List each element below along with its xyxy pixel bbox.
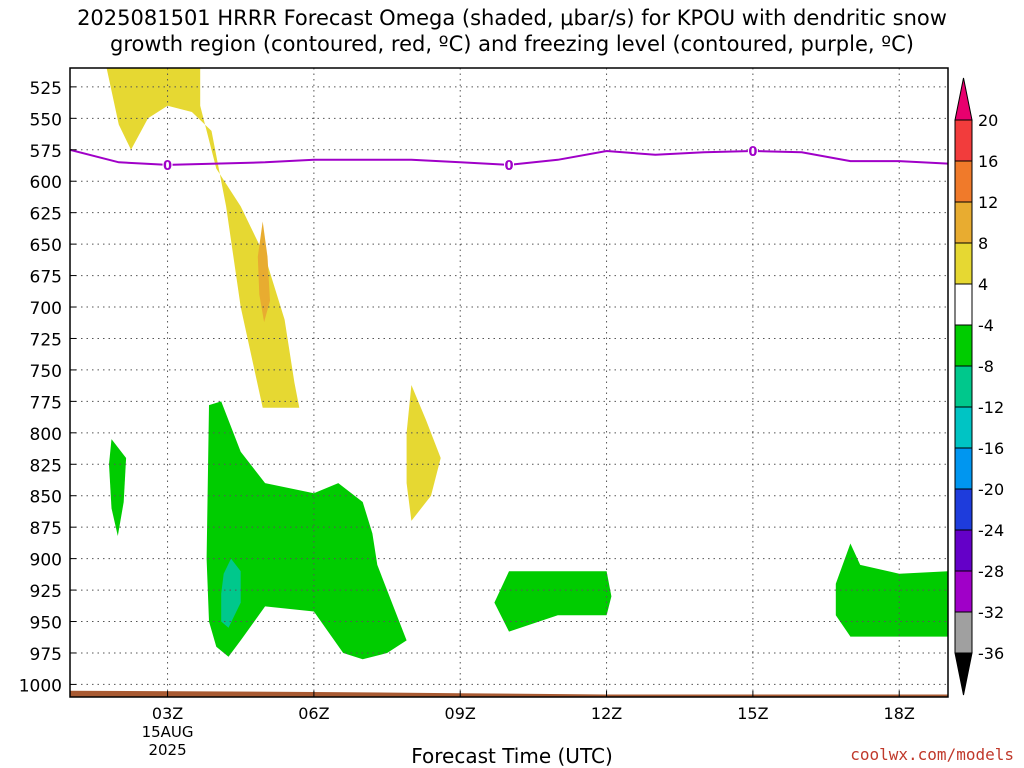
x-tick-label: 09Z <box>445 704 476 723</box>
y-tick-label: 800 <box>30 425 62 445</box>
colorbar-bin <box>954 488 973 531</box>
x-tick-date-label: 2025 <box>148 741 186 759</box>
colorbar-top-arrow <box>954 77 973 121</box>
omega-region-1 <box>257 221 270 323</box>
colorbar-label: 12 <box>978 193 998 212</box>
colorbar-bin <box>954 529 973 572</box>
y-tick-label: 925 <box>30 582 62 602</box>
omega-region-7 <box>835 543 948 637</box>
freezing-label-bg <box>162 157 173 172</box>
y-tick-label: 600 <box>30 173 62 193</box>
colorbar-bin <box>954 365 973 408</box>
y-tick-label: 775 <box>30 393 62 413</box>
y-tick-label: 625 <box>30 205 62 225</box>
y-tick-label: 650 <box>30 236 62 256</box>
colorbar-bin <box>954 447 973 490</box>
credit-link[interactable]: coolwx.com/models <box>850 745 1014 764</box>
y-tick-label: 950 <box>30 614 62 634</box>
colorbar-label: -24 <box>978 521 1004 540</box>
colorbar-label: -20 <box>978 480 1004 499</box>
colorbar-label: -12 <box>978 398 1004 417</box>
colorbar-label: -36 <box>978 644 1004 663</box>
freezing-level-label: 0 <box>748 145 757 160</box>
colorbar-label: 16 <box>978 152 998 171</box>
omega-region-0 <box>106 68 300 408</box>
y-tick-label: 850 <box>30 488 62 508</box>
chart-title-line-1: 2025081501 HRRR Forecast Omega (shaded, … <box>77 6 947 30</box>
colorbar-bin <box>954 242 973 285</box>
plot-frame <box>69 67 949 698</box>
colorbar-bin <box>954 406 973 449</box>
colorbar-label: 4 <box>978 275 988 294</box>
colorbar-bin <box>954 324 973 367</box>
omega-region-5 <box>221 558 241 628</box>
x-tick-label: 12Z <box>591 704 622 723</box>
y-tick-label: 575 <box>30 142 62 162</box>
y-tick-label: 825 <box>30 456 62 476</box>
omega-region-2 <box>406 385 441 521</box>
colorbar-label: -28 <box>978 562 1004 581</box>
colorbar-bottom-arrow <box>954 652 973 696</box>
y-tick-label: 750 <box>30 362 62 382</box>
grid-lines <box>70 68 948 697</box>
x-axis-title: Forecast Time (UTC) <box>411 744 613 768</box>
x-tick-label: 15Z <box>737 704 768 723</box>
y-tick-label: 725 <box>30 330 62 350</box>
colorbar-label: 20 <box>978 111 998 130</box>
y-tick-label: 975 <box>30 645 62 665</box>
freezing-label-bg <box>747 144 758 159</box>
y-tick-label: 900 <box>30 551 62 571</box>
colorbar-label: -8 <box>978 357 994 376</box>
y-tick-label: 700 <box>30 299 62 319</box>
plot-area: 0 0 0 525 550 575 600 625 650 675 700 725 750 775 800 8… <box>19 67 949 759</box>
freezing-level-label: 0 <box>504 159 513 174</box>
colorbar-label: -16 <box>978 439 1004 458</box>
omega-region-4 <box>206 401 407 660</box>
colorbar-bin <box>954 201 973 244</box>
chart-title-line-2: growth region (contoured, red, ºC) and f… <box>110 32 914 56</box>
x-tick-label: 06Z <box>298 704 329 723</box>
colorbar-bin <box>954 119 973 162</box>
y-tick-label: 875 <box>30 519 62 539</box>
colorbar: 20 16 12 8 4 -4 -8 -12 -16 -20 -24 -28 -32 -36 <box>954 77 1004 696</box>
colorbar-bin <box>954 570 973 613</box>
colorbar-label: -32 <box>978 603 1004 622</box>
x-tick-label: 03Z <box>152 704 183 723</box>
x-tick-label: 18Z <box>884 704 915 723</box>
terrain-fill <box>70 690 948 697</box>
y-tick-label: 675 <box>30 268 62 288</box>
colorbar-label: -4 <box>978 316 994 335</box>
omega-region-6 <box>494 571 612 632</box>
x-tick-date-label: 15AUG <box>142 723 194 741</box>
colorbar-bin <box>954 283 973 326</box>
freezing-label-bg <box>504 157 514 172</box>
y-tick-label: 1000 <box>19 676 62 696</box>
colorbar-label: 8 <box>978 234 988 253</box>
colorbar-bin <box>954 611 973 654</box>
colorbar-bin <box>954 160 973 203</box>
omega-region-3 <box>109 439 127 536</box>
plot-content: 0 0 0 <box>70 68 948 697</box>
y-tick-label: 525 <box>30 79 62 99</box>
freezing-level-label: 0 <box>163 159 172 174</box>
y-tick-label: 550 <box>30 110 62 130</box>
